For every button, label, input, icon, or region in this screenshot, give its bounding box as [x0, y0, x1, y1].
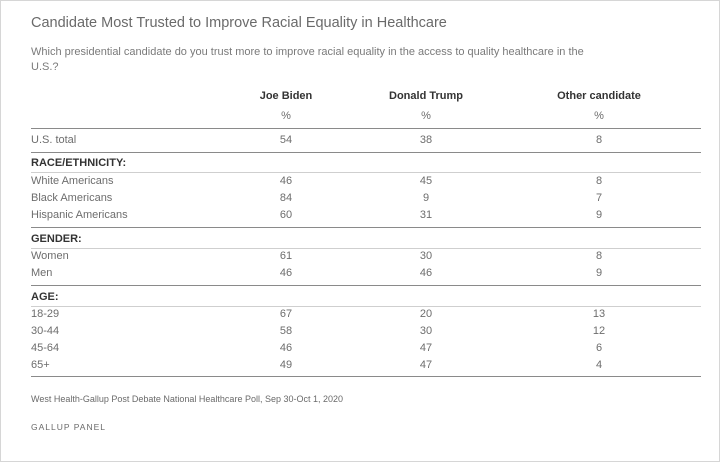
row-label: 30-44 [31, 325, 60, 337]
cell-donald-trump: 38 [419, 134, 433, 146]
chart-subtitle: Which presidential candidate do you trus… [31, 46, 584, 73]
section-subdivider [31, 248, 701, 249]
cell-other-candidate: 4 [595, 359, 603, 371]
header-divider [31, 128, 701, 129]
cell-donald-trump: 31 [419, 209, 433, 221]
cell-donald-trump: 30 [419, 325, 433, 337]
table-bottom-rule [31, 376, 701, 377]
header-joe-biden: Joe Biden [259, 90, 313, 102]
table-row: 30-44 58 30 12 [31, 324, 701, 339]
row-label: 65+ [31, 359, 50, 371]
section-divider [31, 227, 701, 228]
chart-title: Candidate Most Trusted to Improve Racial… [31, 15, 447, 31]
cell-other-candidate: 12 [592, 325, 606, 337]
section-subdivider [31, 306, 701, 307]
cell-other-candidate: 8 [595, 250, 603, 262]
table-row: 65+ 49 47 4 [31, 358, 701, 373]
cell-donald-trump: 9 [422, 192, 430, 204]
source-note: West Health-Gallup Post Debate National … [31, 394, 344, 404]
cell-other-candidate: 13 [592, 308, 606, 320]
header-donald-trump: Donald Trump [389, 90, 463, 102]
row-label: Men [31, 267, 53, 279]
cell-joe-biden: 54 [279, 134, 293, 146]
cell-donald-trump: 30 [419, 250, 433, 262]
cell-joe-biden: 84 [279, 192, 293, 204]
table-row: Black Americans 84 9 7 [31, 191, 701, 206]
cell-donald-trump: 46 [419, 267, 433, 279]
cell-donald-trump: 47 [419, 342, 433, 354]
table-row: White Americans 46 45 8 [31, 174, 701, 189]
unit-label: % [421, 110, 431, 122]
table-row: Women 61 30 8 [31, 249, 701, 264]
cell-joe-biden: 67 [279, 308, 293, 320]
cell-other-candidate: 6 [595, 342, 603, 354]
cell-joe-biden: 61 [279, 250, 293, 262]
cell-joe-biden: 49 [279, 359, 293, 371]
cell-donald-trump: 47 [419, 359, 433, 371]
row-label: 45-64 [31, 342, 60, 354]
cell-joe-biden: 58 [279, 325, 293, 337]
unit-row: % % % [31, 109, 701, 124]
row-label: 18-29 [31, 308, 60, 320]
cell-other-candidate: 7 [595, 192, 603, 204]
table-row: 18-29 67 20 13 [31, 307, 701, 322]
section-heading: AGE: [31, 291, 59, 303]
section-divider [31, 152, 701, 153]
row-label: U.S. total [31, 134, 77, 146]
row-label: Black Americans [31, 192, 113, 204]
cell-joe-biden: 46 [279, 175, 293, 187]
cell-joe-biden: 46 [279, 267, 293, 279]
cell-other-candidate: 8 [595, 175, 603, 187]
cell-joe-biden: 46 [279, 342, 293, 354]
cell-other-candidate: 9 [595, 267, 603, 279]
header-other-candidate: Other candidate [557, 90, 641, 102]
section-subdivider [31, 172, 701, 173]
section-heading: GENDER: [31, 233, 82, 245]
row-label: Hispanic Americans [31, 209, 128, 221]
section-divider [31, 285, 701, 286]
row-label: Women [31, 250, 69, 262]
header-row: Joe Biden Donald Trump Other candidate [31, 89, 701, 104]
unit-label: % [594, 110, 604, 122]
unit-label: % [281, 110, 291, 122]
panel-label: GALLUP PANEL [31, 422, 106, 432]
section-heading: RACE/ETHNICITY: [31, 157, 127, 169]
cell-other-candidate: 8 [595, 134, 603, 146]
cell-other-candidate: 9 [595, 209, 603, 221]
table-row: Men 46 46 9 [31, 266, 701, 281]
row-label: White Americans [31, 175, 114, 187]
cell-joe-biden: 60 [279, 209, 293, 221]
table-row: Hispanic Americans 60 31 9 [31, 208, 701, 223]
table-row: 45-64 46 47 6 [31, 341, 701, 356]
cell-donald-trump: 20 [419, 308, 433, 320]
table-row-us-total: U.S. total 54 38 8 [31, 133, 701, 148]
cell-donald-trump: 45 [419, 175, 433, 187]
